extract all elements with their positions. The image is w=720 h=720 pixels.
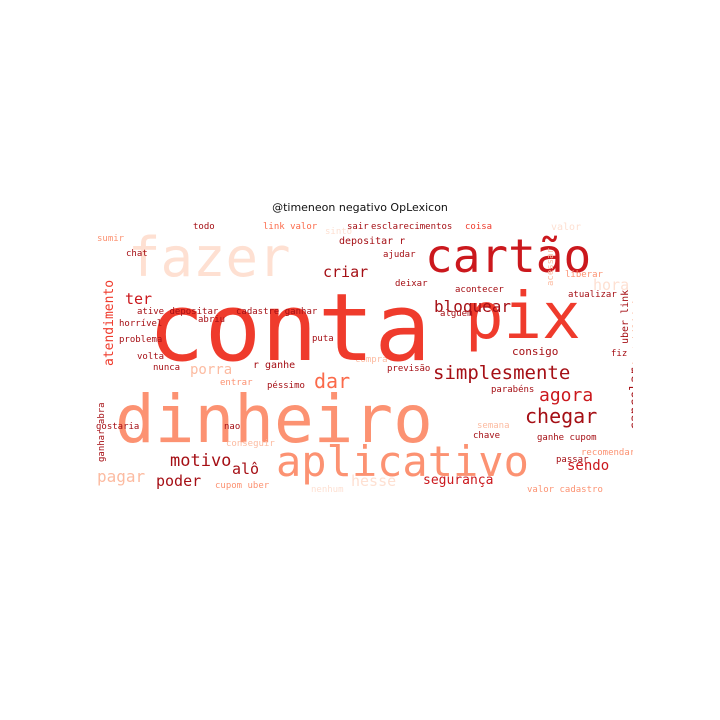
word-sinto: sinto bbox=[325, 227, 352, 237]
word-ganhar-abra: ganhar abra bbox=[97, 402, 107, 462]
word-gostaria: gostaria bbox=[96, 422, 139, 432]
word-acessar: acessar bbox=[546, 247, 556, 286]
word-seguranca: segurança bbox=[423, 473, 493, 488]
word-todo: todo bbox=[193, 222, 215, 232]
word-aplicativo: aplicativo bbox=[276, 437, 529, 486]
word-entrar: entrar bbox=[220, 378, 253, 388]
word-porra: porra bbox=[190, 362, 232, 378]
word-cadastre-ganhar: cadastre ganhar bbox=[236, 307, 318, 317]
word-instabilidade: instabilidade bbox=[632, 296, 633, 366]
word-esclarecimentos: esclarecimentos bbox=[371, 222, 452, 232]
word-cartao: cartão bbox=[425, 229, 591, 283]
word-conta: conta bbox=[148, 274, 431, 383]
word-ganhe-cupom: ganhe cupom bbox=[537, 433, 597, 443]
word-problema: problema bbox=[119, 335, 162, 345]
word-deixar: deixar bbox=[395, 279, 428, 289]
word-r-ganhe: r ganhe bbox=[253, 360, 295, 371]
word-valor-cadastro: valor cadastro bbox=[527, 485, 603, 495]
word-link-valor: link valor bbox=[263, 222, 318, 232]
word-alguem: alguém bbox=[440, 308, 473, 319]
word-valor: valor bbox=[551, 222, 581, 233]
word-abriu: abriu bbox=[198, 315, 225, 325]
word-cupom-uber: cupom uber bbox=[215, 481, 270, 491]
word-parabens: parabéns bbox=[491, 384, 534, 395]
word-liberar: liberar bbox=[565, 270, 604, 280]
word-hesse: hesse bbox=[351, 472, 396, 490]
word-recomendar: recomendar bbox=[581, 448, 633, 458]
word-motivo: motivo bbox=[170, 451, 231, 471]
chart-title: @timeneon negativo OpLexicon bbox=[272, 201, 448, 214]
word-ajudar: ajudar bbox=[383, 250, 416, 260]
word-volta: volta bbox=[137, 352, 164, 362]
word-chave: chave bbox=[473, 431, 500, 441]
word-puta: puta bbox=[312, 334, 334, 344]
word-poder: poder bbox=[156, 472, 201, 490]
word-passar: passar bbox=[556, 455, 589, 465]
word-bloquear: bloquear bbox=[434, 297, 511, 316]
word-agora: agora bbox=[539, 385, 593, 406]
word-dinheiro: dinheiro bbox=[115, 381, 433, 458]
word-semana: semana bbox=[477, 421, 510, 431]
word-previsao: previsão bbox=[387, 364, 430, 374]
word-atualizar: atualizar bbox=[568, 290, 617, 300]
word-alo: alô bbox=[232, 460, 259, 478]
word-coisa: coisa bbox=[465, 222, 492, 232]
word-depositar-r: depositar r bbox=[339, 236, 405, 247]
word-pagar: pagar bbox=[97, 467, 146, 486]
word-cloud-canvas: fazer hora hesse valor sinto compra sema… bbox=[96, 222, 633, 495]
word-fiz: fiz bbox=[611, 349, 627, 359]
word-simplesmente: simplesmente bbox=[433, 362, 570, 384]
word-consigo: consigo bbox=[512, 345, 558, 358]
word-ter: ter bbox=[125, 290, 152, 308]
word-chegar: chegar bbox=[525, 404, 597, 428]
word-acontecer: acontecer bbox=[455, 285, 504, 295]
word-sumir: sumir bbox=[97, 234, 125, 244]
word-conseguir: conseguir bbox=[226, 439, 275, 449]
word-cloud: fazer hora hesse valor sinto compra sema… bbox=[93, 216, 633, 496]
word-sair: sair bbox=[347, 222, 369, 232]
word-uber-link: uber link bbox=[620, 290, 631, 344]
word-chat: chat bbox=[126, 249, 148, 259]
word-pessimo: péssimo bbox=[267, 380, 305, 391]
word-fazer: fazer bbox=[128, 226, 291, 289]
word-compra: compra bbox=[355, 355, 388, 365]
word-horrivel: horrível bbox=[119, 319, 162, 329]
word-pix: pix bbox=[465, 280, 581, 354]
word-nunca: nunca bbox=[153, 363, 180, 373]
word-nenhum: nenhum bbox=[311, 485, 344, 495]
word-cancelar: cancelar bbox=[628, 367, 633, 430]
word-nao: nao bbox=[224, 422, 240, 432]
word-sendo: sendo bbox=[567, 458, 609, 474]
word-criar: criar bbox=[323, 263, 368, 281]
word-dar: dar bbox=[314, 369, 350, 393]
word-hora: hora bbox=[593, 276, 629, 294]
word-atendimento: atendimento bbox=[102, 280, 117, 366]
word-ative-depositar: ative depositar bbox=[137, 307, 219, 317]
